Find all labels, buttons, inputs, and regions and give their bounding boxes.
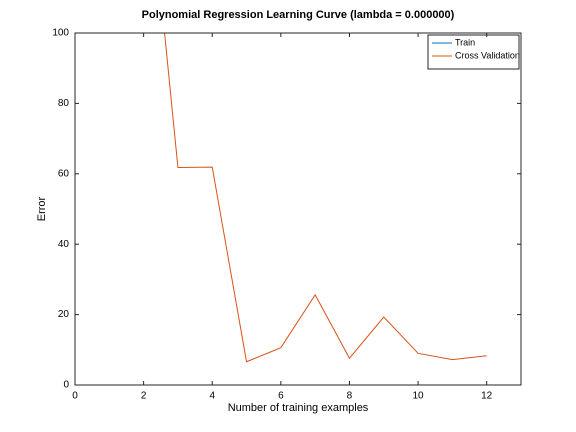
y-tick-label: 40 [58,239,70,250]
x-axis-label: Number of training examples [228,402,369,414]
x-tick-label: 4 [209,391,215,402]
x-tick-label: 10 [413,391,425,402]
legend-box [427,34,520,70]
y-tick-label: 60 [58,168,70,179]
y-axis-label: Error [36,196,48,221]
legend: Train Cross Validation [427,34,520,70]
plot-area [109,33,487,385]
y-tick-label: 80 [58,98,70,109]
x-tick-label: 2 [141,391,147,402]
x-tick-label: 6 [278,391,284,402]
x-tick-label: 12 [481,391,493,402]
x-tick-label: 8 [347,391,353,402]
chart-title: Polynomial Regression Learning Curve (la… [142,9,455,21]
x-tick-label: 0 [72,391,78,402]
y-tick-label: 0 [63,380,69,391]
y-tick-label: 20 [58,309,70,320]
axes-box [74,32,522,386]
series-line [164,33,487,363]
y-tick-label: 100 [52,28,69,39]
legend-label: Train [455,37,475,47]
legend-label: Cross Validation [455,50,520,60]
